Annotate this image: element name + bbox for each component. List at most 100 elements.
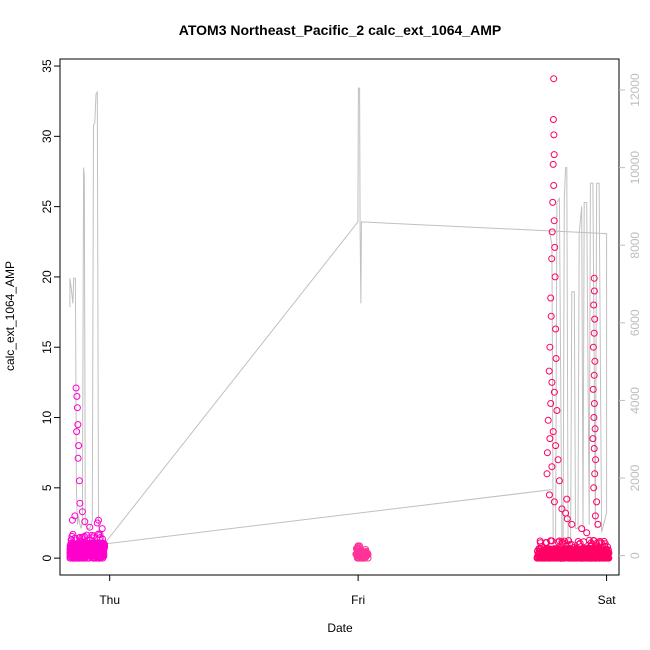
- point: [573, 545, 581, 553]
- y2-tick-label-5: 10000: [628, 151, 642, 185]
- point: [565, 552, 573, 560]
- point: [95, 554, 103, 562]
- point: [590, 301, 598, 309]
- x-tick-label-2: Sat: [598, 593, 617, 607]
- point: [590, 445, 598, 452]
- point: [590, 400, 598, 407]
- point: [568, 520, 576, 528]
- y2-tick-label-6: 12000: [628, 73, 642, 107]
- point: [72, 554, 80, 562]
- y2-tick-label-1: 2000: [628, 464, 642, 491]
- point: [66, 546, 74, 553]
- point: [594, 520, 602, 528]
- point: [555, 546, 562, 554]
- point: [583, 529, 591, 537]
- point: [73, 428, 81, 436]
- point: [75, 477, 83, 485]
- point: [73, 540, 81, 548]
- chart-title: ATOM3 Northeast_Pacific_2 calc_ext_1064_…: [179, 22, 501, 38]
- point: [552, 442, 560, 450]
- point: [548, 554, 556, 562]
- point: [68, 516, 76, 524]
- point: [600, 550, 608, 557]
- point: [574, 538, 582, 545]
- point: [590, 329, 598, 337]
- point: [95, 530, 102, 538]
- point: [559, 539, 567, 547]
- point: [589, 343, 597, 351]
- point: [565, 537, 572, 545]
- point: [549, 160, 557, 168]
- point: [591, 552, 599, 560]
- point: [549, 198, 557, 206]
- y-tick-label-1: 5: [40, 484, 54, 491]
- point: [546, 343, 554, 351]
- point: [579, 551, 587, 559]
- point: [589, 385, 597, 393]
- point: [601, 540, 609, 548]
- point: [550, 131, 558, 139]
- point: [89, 551, 96, 559]
- point: [558, 546, 566, 554]
- point: [95, 516, 102, 524]
- point: [81, 546, 88, 553]
- y-axis-label: calc_ext_1064_AMP: [3, 261, 17, 371]
- point: [74, 421, 82, 429]
- point: [591, 512, 599, 520]
- point: [590, 484, 598, 492]
- point: [552, 355, 560, 362]
- x-tick-label-1: Fri: [351, 593, 365, 607]
- point: [357, 546, 365, 554]
- point: [550, 75, 558, 83]
- point: [593, 498, 601, 506]
- point: [554, 456, 562, 464]
- point: [547, 537, 555, 545]
- point: [73, 392, 81, 400]
- point: [543, 449, 551, 457]
- point: [591, 357, 599, 365]
- point: [590, 287, 598, 295]
- point: [550, 217, 558, 225]
- point: [553, 407, 561, 414]
- y2-tick-label-2: 4000: [628, 387, 642, 414]
- y2-tick-label-3: 6000: [628, 309, 642, 336]
- point: [544, 416, 552, 424]
- point: [591, 425, 599, 433]
- point: [534, 550, 542, 558]
- point: [591, 470, 599, 478]
- x-axis-label: Date: [327, 621, 353, 635]
- point: [547, 312, 555, 320]
- point: [548, 228, 556, 236]
- point: [555, 554, 563, 561]
- point: [551, 243, 559, 251]
- point: [604, 554, 612, 562]
- point: [589, 435, 597, 443]
- point: [547, 294, 555, 302]
- point: [76, 499, 84, 507]
- point: [590, 274, 598, 282]
- point: [563, 495, 571, 503]
- point: [550, 498, 558, 506]
- point: [590, 414, 598, 421]
- point: [550, 151, 558, 159]
- y2-tick-label-0: 0: [628, 552, 642, 559]
- point: [73, 404, 81, 412]
- point: [603, 550, 611, 558]
- plot-frame: [59, 58, 620, 576]
- point: [86, 523, 94, 531]
- point: [545, 367, 553, 375]
- y2-tick-label-4: 8000: [628, 232, 642, 259]
- point: [79, 533, 87, 541]
- y-tick-label-4: 20: [40, 270, 54, 284]
- point: [543, 470, 551, 478]
- point: [69, 554, 77, 562]
- left-axis: 0 5 10 15 20 25 30 35: [40, 59, 60, 561]
- point: [588, 545, 596, 553]
- point: [68, 532, 76, 540]
- point: [591, 315, 599, 323]
- point: [362, 546, 370, 553]
- point: [578, 525, 586, 533]
- point: [555, 477, 563, 485]
